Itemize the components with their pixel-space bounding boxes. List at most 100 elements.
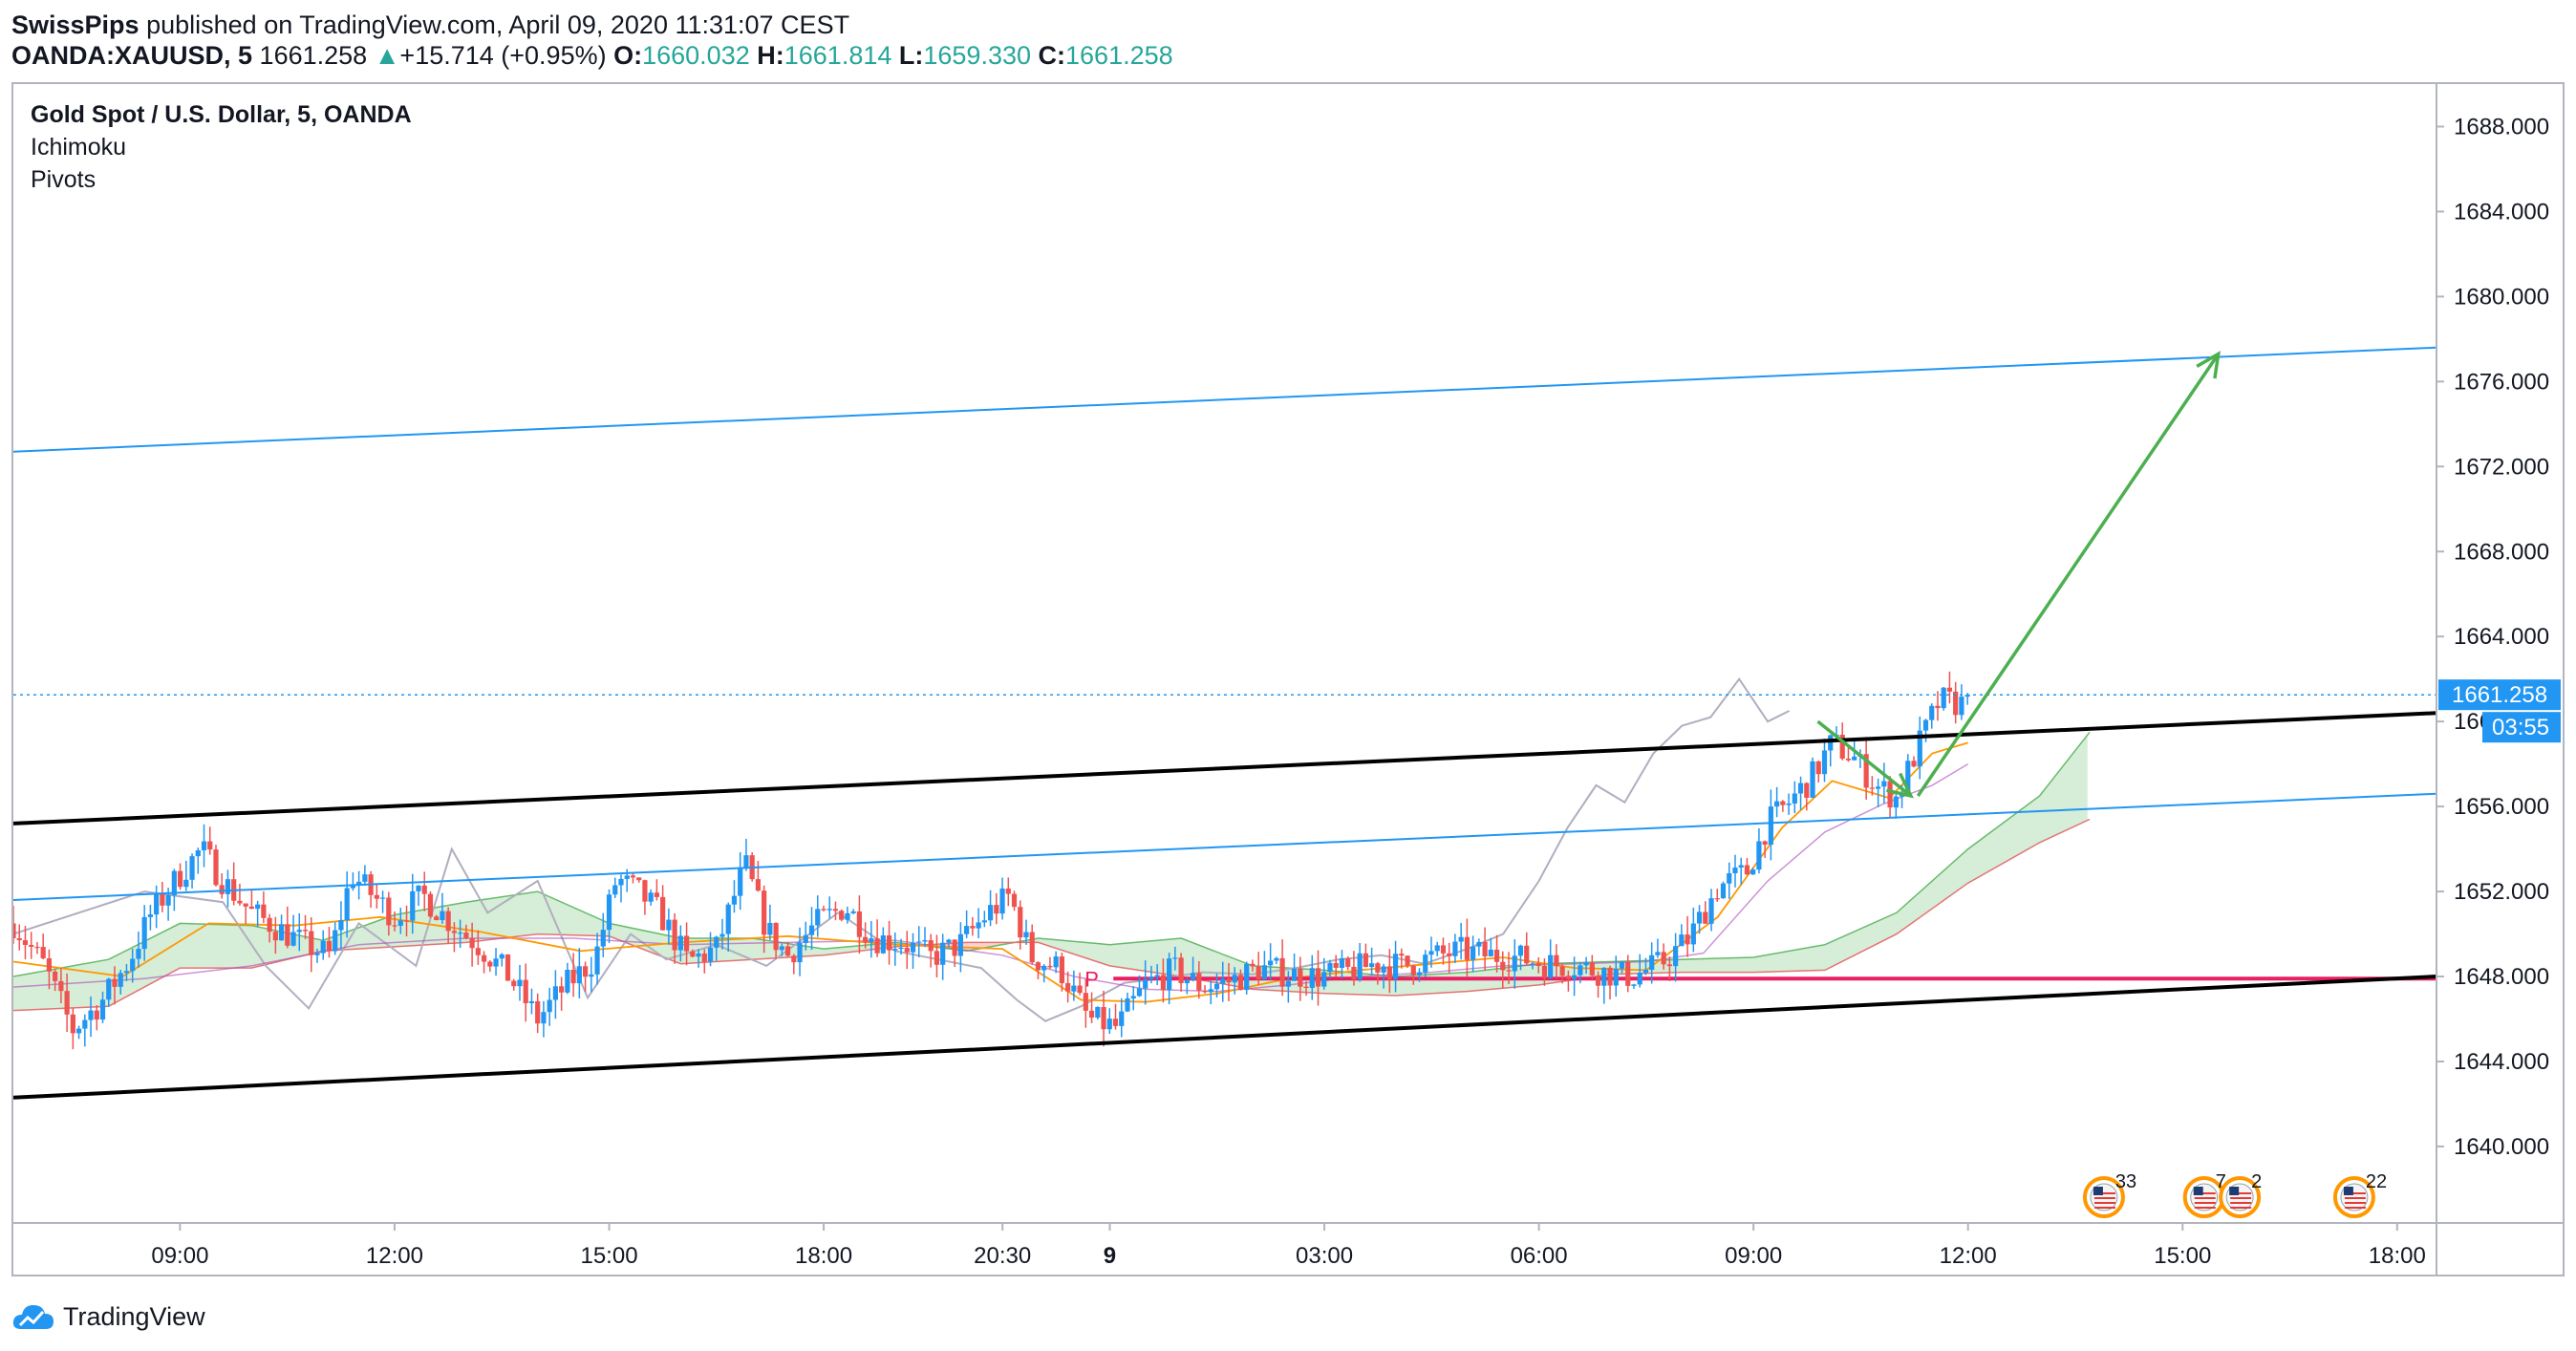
candle-body [22,940,29,945]
candle-body [1696,911,1703,924]
candle-body [1607,967,1613,986]
candle-body [606,894,612,931]
candle-body [1744,865,1750,875]
candle-body [976,922,981,929]
candle-body [278,924,285,941]
candle-body [1797,783,1804,794]
candle-body [1727,872,1732,884]
candle-body [1720,883,1727,899]
candle-body [1762,841,1768,846]
time-tick-label: 9 [1104,1243,1116,1269]
candle-body [1119,1011,1125,1026]
footer-brand[interactable]: TradingView [63,1301,205,1331]
candle-body [475,948,481,955]
candle-body [160,892,165,906]
candle-body [1565,976,1571,979]
candle-body [53,971,58,981]
candle-body [1291,968,1298,981]
candle-body [1226,978,1232,983]
candle-body [1589,962,1595,976]
candle-body [261,904,267,918]
chart-frame[interactable] [11,82,2565,1276]
candle-body [136,949,141,959]
pivot-label: P [1084,967,1099,991]
candle-body [1250,963,1256,967]
candle-body [1845,758,1852,761]
author-name[interactable]: SwissPips [11,11,140,39]
candle-body [267,917,272,933]
candle-body [1517,945,1524,956]
candle-body [1065,983,1071,992]
candle-body [1500,961,1506,971]
legend-pivots[interactable]: Pivots [31,166,97,193]
candle-body [1303,986,1309,989]
legend-ichimoku[interactable]: Ichimoku [31,134,127,161]
candle-body [1535,963,1541,966]
candle-body [1018,907,1023,938]
candle-body [1828,735,1834,751]
candle-body [1601,967,1607,986]
economic-event-flag-icon[interactable]: 2 [2219,1171,2262,1218]
candle-body [731,895,738,905]
candle-body [666,919,672,931]
economic-event-flag-icon[interactable]: 33 [2082,1171,2136,1218]
economic-event-flag-icon[interactable]: 7 [2182,1171,2226,1218]
candle-body [1125,998,1130,1012]
time-tick-label: 09:00 [1725,1243,1782,1269]
candle-body [1679,934,1685,947]
candle-body [1178,957,1184,984]
candle-body [1274,957,1279,961]
candle-body [1023,932,1029,938]
candle-body [582,966,589,977]
candle-body [326,940,333,952]
candle-body [565,970,570,993]
candle-body [1202,990,1208,993]
candle-body [784,946,791,956]
price-tick-label: 1688.000 [2454,114,2549,139]
candle-body [1881,781,1887,787]
candle-body [952,939,957,956]
candle-body [1154,975,1160,977]
candle-body [1184,979,1190,984]
candle-body [1708,898,1714,924]
candle-body [213,849,219,886]
candle-body [1917,730,1922,767]
price-tick-label: 1644.000 [2454,1049,2549,1075]
candle-body [112,978,118,987]
candle-body [225,879,231,894]
candle-body [1160,975,1166,991]
candle-body [1464,936,1470,960]
candle-body [719,933,725,937]
event-count: 33 [2115,1171,2136,1192]
candle-body [612,885,618,895]
candle-body [1876,786,1881,789]
chart-legend: Gold Spot / U.S. Dollar, 5, OANDA Ichimo… [31,98,412,196]
senkou-span-a [13,731,2091,977]
economic-event-flag-icon[interactable]: 22 [2332,1171,2387,1218]
change-arrow-icon: ▲ [374,41,400,70]
candle-body [1642,970,1649,974]
candle-body [850,911,856,913]
candle-body [1619,961,1625,969]
candle-body [1244,963,1250,991]
candle-body [46,958,53,972]
candle-body [309,931,314,955]
candle-body [1821,750,1828,775]
tradingview-cloud-icon[interactable] [11,1300,55,1333]
candle-body [821,909,826,911]
candle-body [1315,968,1321,987]
candle-body [1649,954,1655,971]
time-tick-label: 06:00 [1511,1243,1568,1269]
candle-body [1088,1010,1095,1019]
candle-body [892,949,898,951]
candle-body [1005,888,1011,894]
candle-body [779,946,784,951]
publish-info: SwissPips published on TradingView.com, … [11,8,849,42]
last-price-tag-text: 1661.258 [2452,682,2547,708]
candle-body [130,958,136,972]
candle-body [898,947,904,950]
candle-body [940,942,946,965]
candle-body [88,1010,94,1020]
candle-body [1220,978,1226,984]
